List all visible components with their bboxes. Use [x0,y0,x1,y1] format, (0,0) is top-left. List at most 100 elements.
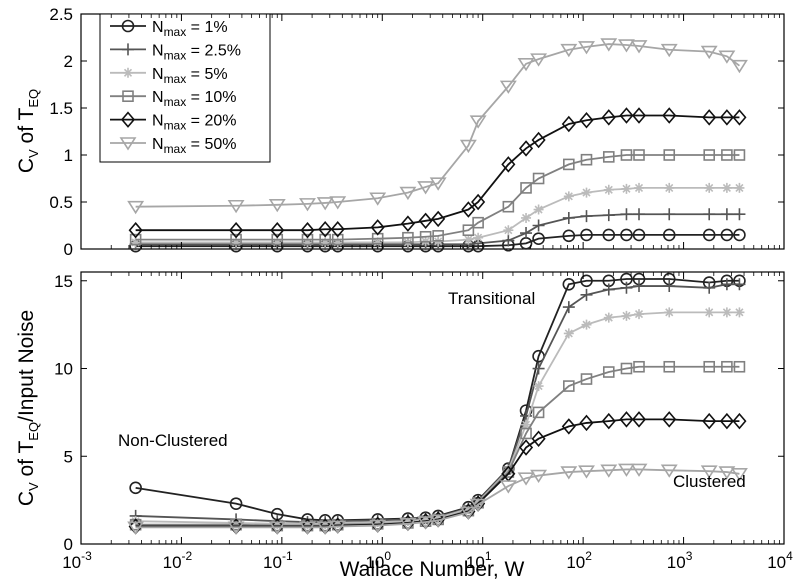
top-series-5-point-9 [429,177,447,191]
bottom-series-1-point-20 [663,280,676,293]
top-series-3-point-15 [563,158,575,171]
top-series-3-point-20 [663,149,676,161]
bottom-series-5-point-9 [429,514,447,528]
bottom-series-2-point-19 [634,309,645,320]
bottom-series-5-point-6 [369,519,387,534]
top-series-5-point-17 [600,38,618,52]
top-series-4-point-6 [370,219,385,236]
top-series-1-point-15 [562,211,575,224]
bottom-y-axis-label: CV of TEQ/Input Noise [15,310,41,506]
bottom-series-5-point-7 [399,518,417,532]
top-series-4 [128,107,747,239]
legend-item-0: Nmax = 1% [110,19,228,39]
bottom-series-0 [129,272,746,527]
top-series-4-point-9 [431,210,446,228]
bottom-series-4-point-18 [619,411,634,428]
bottom-series-5-point-5 [329,520,347,534]
top-series-4-point-13 [518,140,534,157]
legend-label-2: Nmax = 5% [152,66,228,86]
bottom-series-1-point-21 [703,281,716,294]
top-series-2-point-0 [130,237,141,248]
top-ytick-label-1: 0.5 [49,193,73,212]
top-series-4-point-22 [719,109,734,126]
top-series-3-point-14 [532,172,545,185]
top-series-1-point-18 [620,208,633,221]
bottom-series-3-point-23 [733,360,746,373]
top-series-0-point-21 [702,228,716,242]
top-series-5-point-3 [299,198,316,212]
xtick-label-0: 10-3 [62,549,92,572]
top-series-4-point-1 [229,221,244,239]
top-series-5-point-2 [268,199,286,213]
bottom-series-4-point-13 [518,439,534,456]
bottom-series-3-point-17 [602,366,615,378]
bottom-series-1-line [135,283,740,523]
bottom-series-4-point-16 [579,414,594,432]
bottom-series-1-point-16 [580,288,593,301]
top-series-2-point-16 [581,187,592,198]
bottom-series-5-point-12 [499,480,517,494]
top-series-2-point-14 [533,204,544,215]
legend-label-5: Nmax = 50% [152,136,237,156]
bottom-series-5-point-20 [660,464,678,478]
top-series-3-point-21 [703,149,716,161]
top-series-5-point-8 [417,181,435,195]
xtick-label-5: 102 [566,549,592,572]
bottom-series-2-point-23 [734,307,745,318]
bottom-series-2-point-17 [603,312,614,323]
top-series-1-point-23 [733,208,746,221]
legend-label-1: Nmax = 2.5% [152,42,241,62]
bottom-series-1-point-22 [720,278,733,291]
top-series-5 [127,38,748,215]
top-series-5-point-16 [578,41,595,55]
bottom-series-2-point-6 [372,517,383,528]
top-series-5-point-5 [329,196,347,210]
top-series-0-point-20 [662,228,676,242]
top-series-3-point-23 [733,149,746,161]
top-series-0-point-22 [720,228,734,242]
top-series-4-point-0 [128,221,143,239]
bottom-series-3-point-16 [580,373,593,385]
bottom-series-0-point-1 [229,497,243,510]
legend-label-4: Nmax = 20% [152,113,237,133]
top-series-4-point-17 [601,109,616,126]
bottom-series-2-point-4 [320,518,331,529]
top-series-4-point-20 [662,107,677,124]
top-series-2-point-21 [704,182,715,193]
top-series-1-point-13 [520,227,533,240]
top-series-2-point-17 [603,184,614,195]
top-series-3-point-13 [520,182,532,194]
bottom-series-2-line [135,311,740,525]
bottom-series-2-point-2 [272,518,283,529]
top-series-4-point-7 [400,215,415,232]
top-series-3-point-22 [721,149,733,161]
bottom-series-4-point-15 [561,418,576,435]
top-series-2-point-10 [463,234,474,245]
top-series-0-point-14 [532,232,545,245]
top-series-2 [130,182,745,248]
bottom-ytick-label-2: 10 [54,360,73,379]
top-series-3-point-3 [301,233,314,246]
legend-marker-5 [119,137,137,151]
top-ytick-label-4: 2 [64,52,73,71]
bottom-series-5-point-8 [417,516,435,530]
bottom-series-2-point-14 [533,381,544,392]
bottom-series-0-point-15 [562,277,576,291]
bottom-series-5-point-23 [730,468,748,482]
top-series-1-point-17 [602,209,615,222]
bottom-series-1 [129,278,746,529]
top-series-0-point-16 [580,228,593,242]
bottom-series-5-point-14 [530,469,548,484]
top-series-3-point-12 [502,200,515,213]
top-series-group [127,38,748,253]
bottom-series-0-line [135,278,740,522]
legend: Nmax = 1% Nmax = 2.5% Nmax = 5% Nmax = 10% N… [99,13,271,163]
top-series-5-point-23 [730,59,748,74]
top-series-1-point-19 [633,208,646,221]
top-series-1-point-22 [720,208,733,221]
top-series-5-point-1 [227,199,245,214]
top-series-4-point-23 [732,109,747,126]
top-series-4-point-2 [270,221,285,239]
top-series-3-point-7 [402,231,414,244]
